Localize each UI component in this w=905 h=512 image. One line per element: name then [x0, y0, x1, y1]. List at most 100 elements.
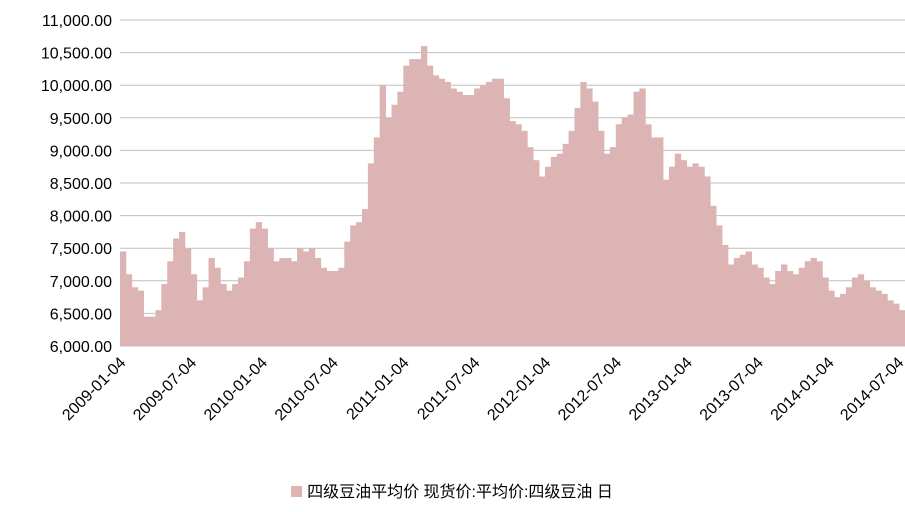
y-tick-label: 6,500.00: [50, 306, 112, 323]
y-tick-label: 6,000.00: [50, 339, 112, 356]
bar: [544, 166, 552, 346]
bar: [220, 284, 227, 346]
bar: [397, 91, 404, 346]
bar: [828, 290, 835, 346]
bar: [125, 274, 133, 346]
x-tick-label: 2013-07-04: [697, 354, 767, 424]
x-tick-label: 2013-01-04: [626, 354, 696, 424]
bar: [698, 166, 705, 346]
bar: [840, 293, 847, 346]
bar: [421, 46, 428, 347]
x-tick-label: 2014-07-04: [837, 354, 905, 424]
bar: [120, 251, 127, 346]
x-tick: 2013-01-04: [626, 354, 696, 424]
bar: [379, 85, 387, 346]
bar: [651, 137, 658, 346]
x-tick: 2014-07-04: [837, 354, 905, 424]
bar: [432, 75, 440, 347]
bar: [863, 280, 870, 346]
x-tick: 2011-01-04: [344, 354, 413, 423]
bar: [238, 277, 245, 346]
bar: [727, 264, 735, 346]
bar: [226, 290, 233, 346]
x-tick: 2012-07-04: [555, 354, 625, 424]
bar: [403, 65, 410, 346]
bar: [822, 277, 829, 346]
x-tick-label: 2012-01-04: [484, 354, 554, 424]
bar: [491, 78, 499, 347]
bar: [521, 130, 528, 346]
legend-swatch: [291, 486, 303, 497]
bar: [261, 228, 268, 346]
bar: [462, 94, 469, 346]
y-tick-label: 10,000.00: [41, 78, 112, 95]
bar: [497, 78, 505, 347]
bar: [550, 156, 558, 346]
bar: [426, 65, 434, 346]
bar: [674, 153, 682, 346]
y-tick-label: 7,500.00: [50, 241, 112, 258]
x-tick: 2009-07-04: [130, 354, 200, 424]
bar: [184, 248, 192, 346]
bar: [196, 300, 204, 346]
x-tick-label: 2011-01-04: [344, 354, 413, 423]
bar: [208, 257, 215, 346]
bar: [851, 277, 859, 346]
bar: [391, 104, 398, 346]
bar: [834, 297, 841, 346]
bar: [639, 88, 646, 347]
bar: [214, 267, 221, 346]
x-tick-label: 2014-01-04: [768, 354, 838, 424]
bar: [657, 137, 664, 346]
bar: [143, 316, 150, 346]
bar: [409, 59, 416, 347]
bar: [533, 160, 540, 346]
bar: [243, 261, 251, 346]
bar: [751, 264, 758, 346]
bar: [338, 267, 345, 346]
bar: [668, 166, 676, 346]
bar: [739, 254, 747, 346]
x-tick: 2014-01-04: [768, 354, 838, 424]
bar: [285, 257, 292, 346]
bar: [556, 153, 564, 346]
bar: [155, 310, 162, 346]
bar: [367, 163, 375, 346]
bar: [645, 124, 652, 346]
bar: [733, 257, 741, 346]
bar: [308, 248, 316, 346]
y-tick-label: 9,000.00: [50, 143, 112, 160]
x-tick: 2013-07-04: [697, 354, 767, 424]
bar: [267, 248, 274, 346]
bar: [592, 101, 599, 346]
bar: [663, 179, 670, 346]
bar: [598, 130, 605, 346]
x-tick-label: 2010-01-04: [201, 354, 271, 424]
bar: [149, 316, 156, 346]
bar: [137, 290, 145, 346]
y-tick-label: 8,000.00: [50, 209, 112, 226]
bar: [692, 163, 699, 346]
bar: [167, 261, 174, 346]
bar: [857, 274, 865, 346]
bar: [385, 117, 392, 346]
bar: [539, 176, 546, 346]
bar: [586, 88, 593, 347]
bar: [745, 251, 752, 346]
bar: [456, 91, 463, 346]
bar: [621, 117, 628, 346]
bar: [704, 176, 711, 346]
bar: [633, 91, 640, 346]
bar: [786, 271, 794, 346]
bar: [722, 244, 729, 346]
bar: [881, 293, 888, 346]
bar: [716, 225, 723, 346]
y-tick-label: 11,000.00: [42, 13, 112, 30]
bar: [131, 287, 139, 346]
bar: [798, 267, 806, 346]
y-tick-label: 8,500.00: [50, 176, 112, 193]
bar: [173, 238, 180, 346]
bar: [356, 222, 363, 346]
bar: [302, 251, 310, 346]
bar: [568, 130, 575, 346]
